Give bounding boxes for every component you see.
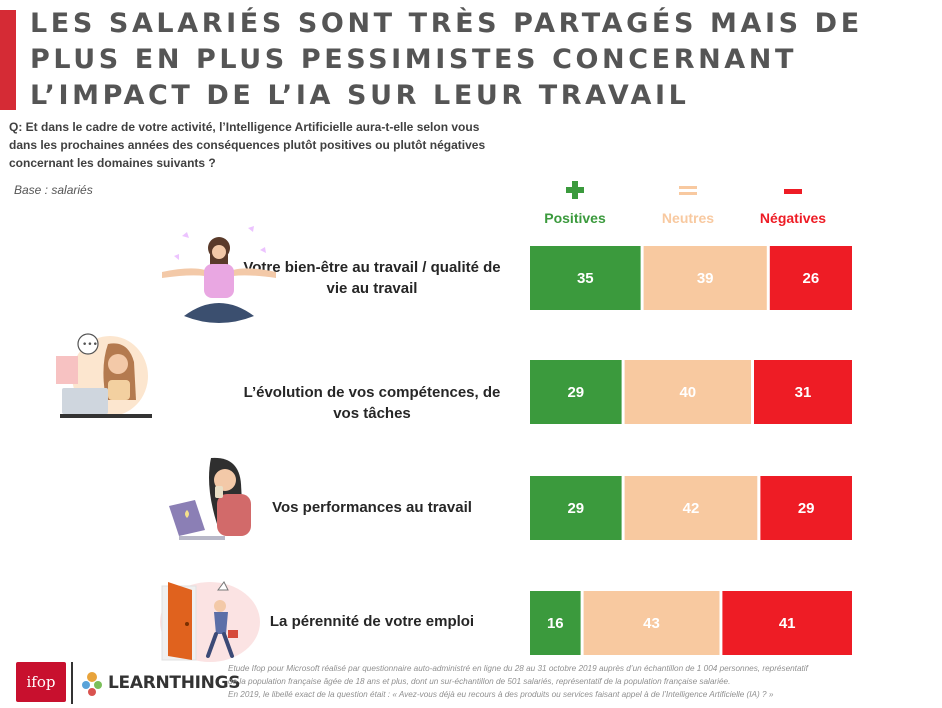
bar-label-neutral-1: 39: [697, 270, 714, 287]
bar-negative-3: [760, 476, 852, 540]
legend-neutral: Neutres: [643, 178, 733, 226]
bar-neutral-1: [643, 246, 767, 310]
bar-label-positive-2: 29: [567, 384, 584, 401]
footnote-line-2: de la population française âgée de 18 an…: [228, 677, 731, 686]
bar-label-neutral-3: 42: [683, 500, 700, 517]
row-label-performance: Vos performances au travail: [272, 499, 472, 516]
bar-label-negative-1: 26: [803, 270, 820, 287]
accent-bar: [0, 10, 16, 110]
bar-label-positive-4: 16: [547, 615, 564, 632]
plus-icon: [530, 178, 620, 202]
bar-label-negative-3: 29: [798, 500, 815, 517]
bar-label-neutral-4: 43: [643, 615, 660, 632]
footnote-line-1: Etude Ifop pour Microsoft réalisé par qu…: [228, 664, 808, 673]
logo-divider: [71, 662, 73, 704]
bar-neutral-3: [624, 476, 758, 540]
row-label-job-security: La pérennité de votre emploi: [269, 613, 475, 630]
footnote-line-3: En 2019, le libellé exact de la question…: [228, 690, 774, 699]
bar-negative-1: [769, 246, 852, 310]
bar-label-negative-2: 31: [795, 384, 812, 401]
svg-text:•••: •••: [82, 340, 98, 350]
learnthings-logo: LEARNTHINGS: [80, 668, 241, 698]
legend-label-negative: Négatives: [759, 210, 827, 226]
legend-label-neutral: Neutres: [661, 210, 715, 226]
legend-negative: Négatives: [748, 178, 838, 226]
bar-label-positive-3: 29: [567, 500, 584, 517]
base-text: Base : salariés: [14, 183, 93, 197]
meditating-woman-illustration: [162, 226, 276, 323]
ifop-logo: ifop: [16, 662, 66, 702]
bar-positive-1: [530, 246, 641, 310]
bar-label-positive-1: 35: [577, 270, 594, 287]
bar-positive-4: [530, 591, 581, 655]
tea-woman-illustration: [169, 457, 251, 540]
bar-label-negative-4: 41: [779, 615, 796, 632]
bar-negative-4: [722, 591, 852, 655]
legend-positive: Positives: [530, 178, 620, 226]
bar-neutral-2: [624, 360, 751, 424]
row-label-skills: L’évolution de vos compétences, de vos t…: [243, 384, 501, 422]
legend-label-positive: Positives: [544, 210, 606, 226]
learnthings-mark-icon: [82, 672, 102, 696]
exit-door-illustration: [160, 581, 260, 662]
footnote: Etude Ifop pour Microsoft réalisé par qu…: [228, 662, 940, 701]
question-text: Q: Et dans le cadre de votre activité, l…: [9, 120, 486, 170]
bar-positive-3: [530, 476, 622, 540]
row-label-wellbeing: Votre bien-être au travail / qualité de …: [243, 259, 501, 297]
bar-positive-2: [530, 360, 622, 424]
minus-icon: [748, 178, 838, 202]
laptop-woman-illustration: •••: [56, 333, 152, 418]
page-title: LES SALARIÉS SONT TRÈS PARTAGÉS MAIS DE …: [30, 8, 863, 111]
bar-label-neutral-2: 40: [679, 384, 696, 401]
bar-negative-2: [754, 360, 852, 424]
learnthings-wordmark: LEARNTHINGS: [108, 673, 241, 693]
equals-icon: [643, 178, 733, 202]
bar-neutral-4: [583, 591, 720, 655]
